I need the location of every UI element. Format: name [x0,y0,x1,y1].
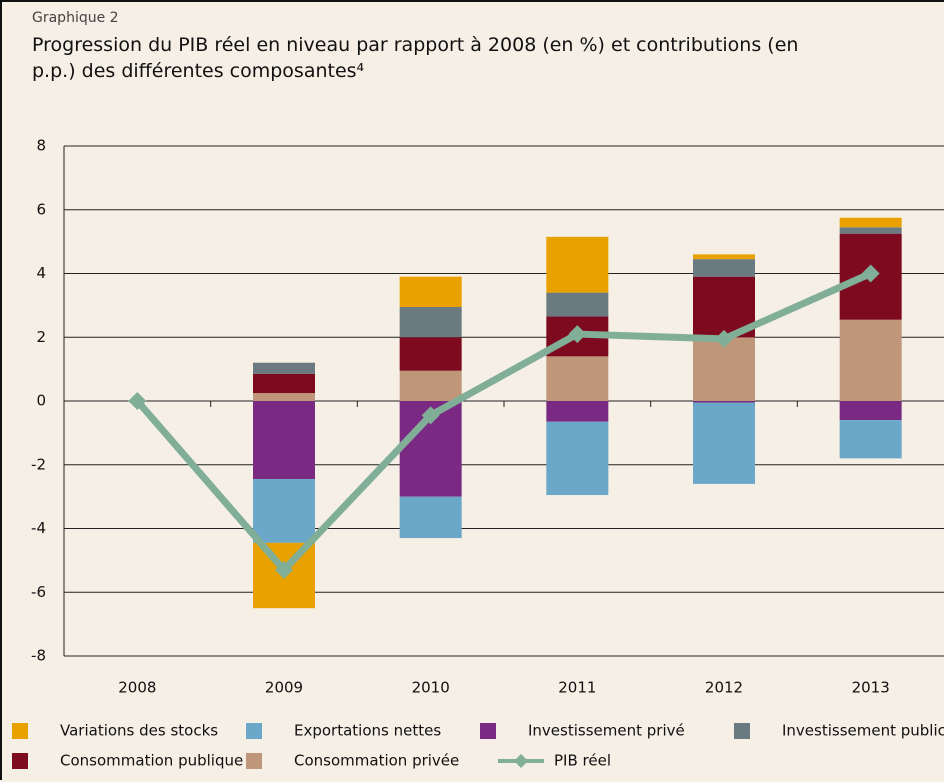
line-marker [275,560,293,579]
line-marker [715,329,733,348]
bar-segment [546,356,609,401]
chart-title: Progression du PIB réel en niveau par ra… [32,34,799,82]
legend-swatch [480,723,496,739]
bar-segment [253,362,315,374]
line-marker [568,325,587,344]
bar-segment [546,292,609,317]
bar-segment [399,306,462,338]
legend-label: PIB réel [554,752,611,770]
x-tick-label: 2012 [705,679,743,697]
bar-segment [399,496,462,539]
y-tick-label: 0 [36,392,46,410]
bar-segment [839,227,902,234]
bar-segment [253,373,315,394]
legend-swatch [12,723,28,739]
legend-swatch [734,723,750,739]
x-tick-label: 2010 [412,679,450,697]
bar-segment [693,259,755,277]
y-tick-label: -4 [31,519,46,537]
line-marker [421,406,440,425]
y-tick-label: 2 [36,328,46,346]
bar-segment [399,370,462,401]
bar-segment [399,337,462,371]
bar-segment [546,236,609,293]
x-tick-label: 2009 [265,679,303,697]
legend-swatch [246,723,262,739]
bar-segment [693,337,755,401]
bar-segment [253,479,315,543]
legend-label: Variations des stocks [60,722,218,740]
y-tick-label: 8 [36,137,46,155]
line-marker [861,264,880,283]
x-tick-label: 2013 [852,679,890,697]
y-tick-label: -2 [31,455,46,473]
bar-segment [839,319,902,401]
bar-segment [399,276,462,307]
legend-label: Consommation privée [294,752,459,770]
bar-segment [839,217,902,228]
bar-segment [693,401,755,403]
legend-swatch [246,753,262,769]
line-series [134,270,873,574]
legend-label: Consommation publique [60,752,243,770]
legend-swatch [12,753,28,769]
bar-segment [546,421,609,496]
chart-kicker: Graphique 2 [32,10,119,26]
line-marker [128,392,147,410]
bar-segment [839,420,902,459]
bar-segment [253,401,315,480]
y-tick-label: 4 [36,264,46,282]
legend-label: Exportations nettes [294,722,441,740]
y-tick-label: -8 [31,647,46,665]
bar-segment [693,254,755,260]
bar-segment [693,402,755,484]
y-tick-label: -6 [31,583,46,601]
bar-segment [546,401,609,422]
x-tick-label: 2008 [118,679,156,697]
legend-label: Investissement public [782,722,944,740]
legend-label: Investissement privé [528,722,685,740]
bar-segment [253,393,315,401]
bar-segment [839,401,902,421]
legend-marker [514,754,528,768]
y-tick-label: 6 [36,200,46,218]
x-tick-label: 2011 [558,679,596,697]
